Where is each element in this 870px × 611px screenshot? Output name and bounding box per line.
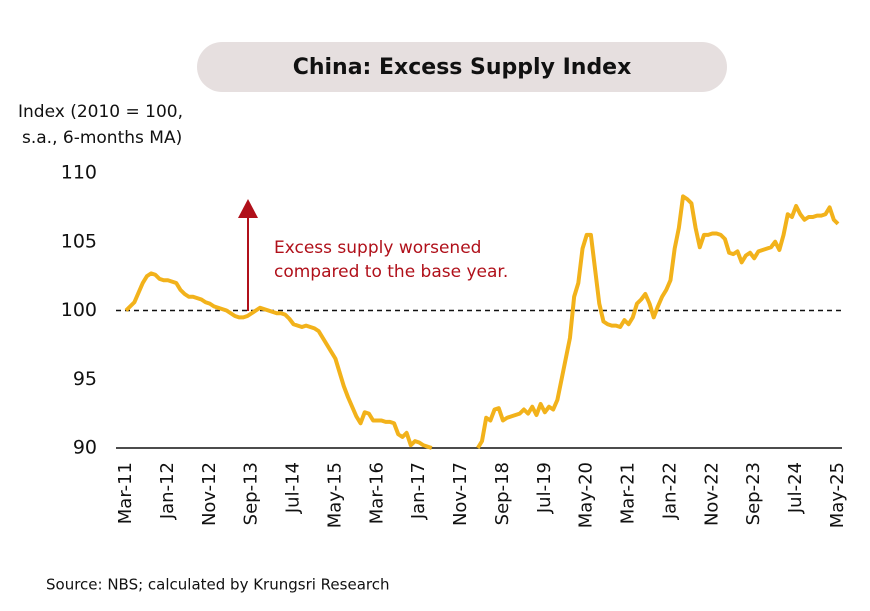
x-tick-label: May-20	[576, 462, 597, 528]
x-tick-label: Jan-22	[659, 462, 680, 520]
annotation: compared to the base year.	[274, 262, 508, 282]
y-tick-label: 110	[61, 162, 97, 184]
x-tick-label: Sep-18	[492, 462, 513, 525]
x-tick-label: Jul-24	[785, 462, 806, 514]
x-tick-label: Jan-12	[157, 462, 178, 520]
x-tick-label: May-15	[324, 462, 345, 528]
data-line	[124, 194, 840, 450]
source-note: Source: NBS; calculated by Krungsri Rese…	[46, 576, 389, 594]
y-axis-label: s.a., 6-months MA)	[22, 128, 182, 148]
x-tick-label: Jan-17	[408, 462, 429, 520]
x-tick-label: Sep-23	[743, 462, 764, 525]
x-tick-label: Mar-16	[366, 462, 387, 524]
x-tick-label: Sep-13	[241, 462, 262, 525]
chart-title: China: Excess Supply Index	[293, 55, 632, 80]
x-tick-label: Mar-21	[618, 462, 639, 524]
y-tick-label: 90	[73, 437, 97, 459]
x-tick-label: Nov-12	[199, 462, 220, 526]
annotation-arrowhead	[238, 199, 258, 218]
x-tick-label: Jul-19	[534, 462, 555, 514]
x-tick-label: Nov-17	[450, 462, 471, 526]
y-tick-label: 100	[61, 299, 97, 321]
x-tick-label: Jul-14	[283, 462, 304, 514]
annotation: Excess supply worsened	[274, 238, 481, 258]
y-tick-label: 95	[73, 368, 97, 390]
x-tick-label: Nov-22	[701, 462, 722, 526]
y-tick-label: 105	[61, 230, 97, 252]
x-tick-label: May-25	[827, 462, 848, 528]
title-pill	[197, 42, 727, 92]
x-tick-label: Mar-11	[115, 462, 136, 524]
y-axis-label: Index (2010 = 100,	[18, 102, 183, 122]
